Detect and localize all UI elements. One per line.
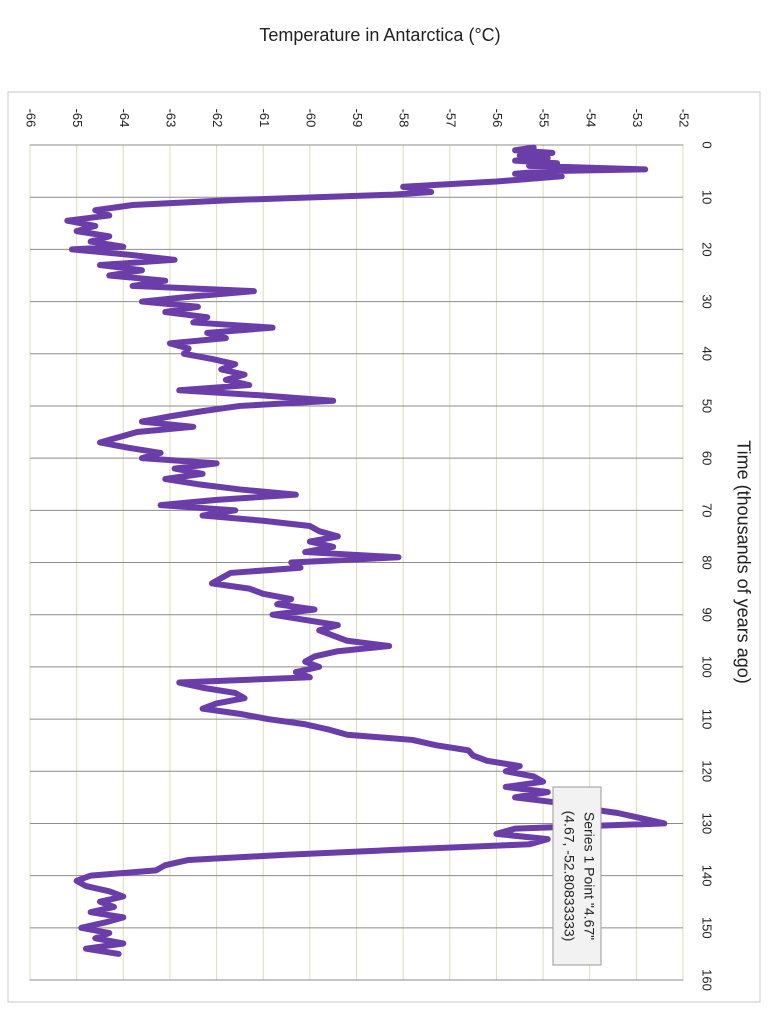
y-tick-label: -52: [677, 109, 692, 128]
y-tick-label: -55: [537, 109, 552, 128]
data-line: [64, 144, 668, 957]
y-tick-label: -59: [350, 109, 365, 128]
y-tick-label: -53: [630, 109, 645, 128]
x-tick-label: 90: [700, 607, 715, 621]
x-tick-label: 120: [700, 760, 715, 782]
x-axis-title: Time (thousands of years ago): [733, 440, 753, 683]
chart-frame: [7, 91, 761, 1003]
x-tick-label: 100: [700, 656, 715, 678]
x-tick-label: 160: [700, 969, 715, 991]
x-tick-label: 150: [700, 917, 715, 939]
x-tick-label: 70: [700, 503, 715, 517]
x-tick-label: 130: [700, 813, 715, 835]
x-tick-label: 140: [700, 865, 715, 887]
y-tick-label: -58: [397, 109, 412, 128]
x-tick-label: 50: [700, 399, 715, 413]
x-tick-label: 40: [700, 347, 715, 361]
y-tick-label: -66: [24, 109, 39, 128]
tooltip-text: Series 1 Point "4.67": [581, 812, 597, 940]
y-tick-label: -62: [210, 109, 225, 128]
y-tick-label: -65: [70, 109, 85, 128]
y-tick-label: -63: [163, 109, 178, 128]
x-tick-label: 110: [700, 709, 715, 730]
x-tick-label: 80: [700, 555, 715, 569]
y-tick-label: -60: [303, 109, 318, 128]
tooltip: [552, 786, 602, 966]
x-tick-label: 60: [700, 451, 715, 465]
chart-title: Temperature in Antarctica (°C): [259, 25, 500, 45]
x-tick-label: 20: [700, 242, 715, 256]
x-tick-label: 0: [700, 141, 715, 148]
tooltip-text: (4.67, -52.80833333): [561, 811, 577, 942]
y-tick-label: -61: [257, 109, 272, 128]
y-tick-label: -56: [490, 109, 505, 128]
y-tick-label: -57: [443, 109, 458, 128]
y-tick-label: -64: [117, 109, 132, 128]
x-tick-label: 10: [700, 190, 715, 204]
y-tick-label: -54: [583, 109, 598, 128]
x-tick-label: 30: [700, 294, 715, 308]
